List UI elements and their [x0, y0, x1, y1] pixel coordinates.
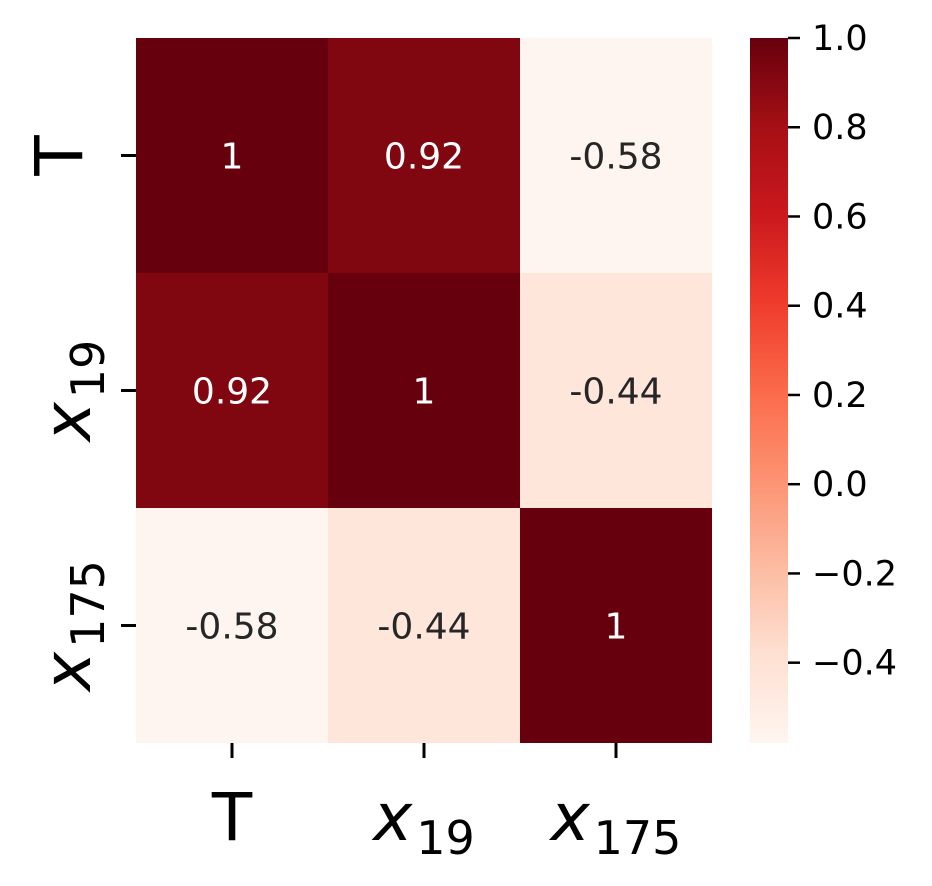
heatmap-cell [136, 273, 328, 508]
heatmap-cell [520, 38, 712, 273]
heatmap-cell [520, 273, 712, 508]
heatmap-cell [136, 508, 328, 743]
heatmap-cell-label: 0.92 [192, 372, 272, 413]
heatmap-cells [136, 38, 712, 743]
colorbar [750, 38, 788, 743]
heatmap-cell-label: -0.58 [569, 137, 662, 178]
heatmap-cell [328, 273, 520, 508]
x-tick-label: T [211, 779, 253, 856]
colorbar-tick-label: 0.6 [812, 197, 868, 237]
y-tick-label: x175 [29, 560, 115, 693]
colorbar-tick-label: 0.0 [812, 465, 868, 505]
y-tick-label: x19 [29, 340, 115, 444]
colorbar-tick-label: 0.2 [812, 376, 868, 416]
heatmap-cell-label: -0.44 [377, 607, 470, 648]
colorbar-tick-label: 1.0 [812, 19, 868, 59]
heatmap-cell [328, 38, 520, 273]
y-tick-label: T [21, 135, 98, 177]
x-tick-label: x19 [371, 779, 475, 865]
colorbar-tick-label: 0.8 [812, 108, 868, 148]
heatmap-cell [520, 508, 712, 743]
x-tick-label: x175 [549, 779, 682, 865]
heatmap-cell-label: 1 [221, 137, 244, 178]
heatmap-cell [328, 508, 520, 743]
colorbar-gradient [750, 38, 788, 743]
heatmap-cell-labels: 1 0.92 -0.58 0.92 1 -0.44 -0.58 -0.44 1 [185, 137, 662, 648]
heatmap-cell-label: 1 [605, 607, 628, 648]
colorbar-ticks: 1.0 0.8 0.6 0.4 0.2 0.0 −0.2 −0.4 [788, 19, 897, 684]
colorbar-tick-label: 0.4 [812, 287, 868, 327]
colorbar-tick-label: −0.4 [812, 644, 897, 684]
heatmap-cell-label: 1 [413, 372, 436, 413]
heatmap-cell-label: -0.58 [185, 607, 278, 648]
colorbar-tick-label: −0.2 [812, 554, 897, 594]
heatmap-cell-label: 0.92 [384, 137, 464, 178]
heatmap-cell [136, 38, 328, 273]
heatmap-cell-label: -0.44 [569, 372, 662, 413]
